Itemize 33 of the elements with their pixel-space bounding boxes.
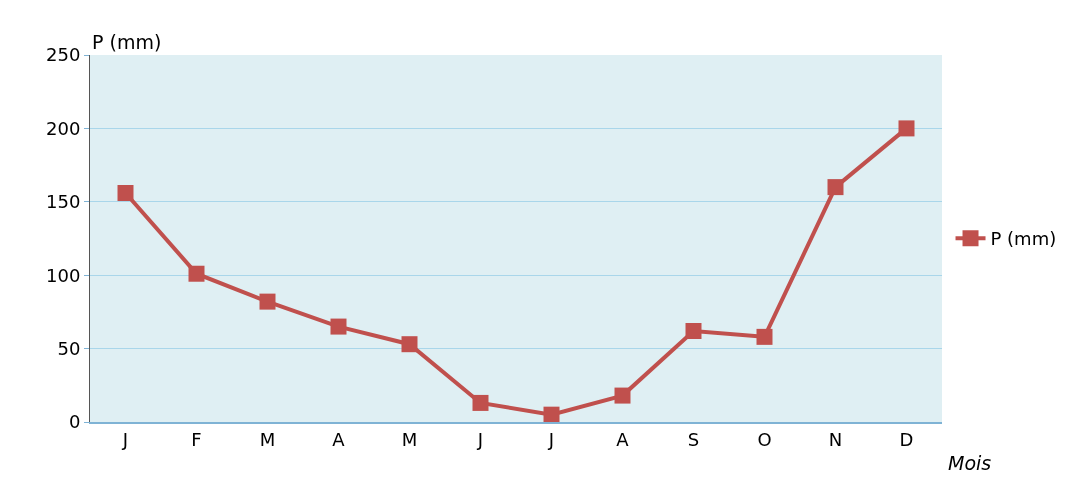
point [898, 120, 915, 137]
y-tick-label: 250 [46, 44, 81, 66]
x-tick-label: M [259, 428, 276, 450]
x-axis-title: Mois [948, 452, 992, 474]
legend-label: P (mm) [990, 228, 1057, 250]
point [685, 322, 702, 339]
point [330, 318, 347, 335]
x-tick-label: N [828, 428, 843, 450]
point [117, 184, 134, 201]
x-tick-label: J [476, 428, 484, 450]
point [756, 328, 773, 345]
point [259, 293, 276, 310]
point [543, 406, 560, 422]
y-tick-label: 150 [46, 191, 81, 213]
y-tick-label: 200 [46, 117, 81, 139]
x-tick-label: J [547, 428, 555, 450]
x-tick-label: F [191, 428, 202, 450]
point [188, 265, 205, 282]
y-axis-title: P (mm) [92, 31, 162, 53]
x-tick-label: A [616, 428, 630, 450]
point [614, 387, 631, 404]
x-tick-label: S [687, 428, 700, 450]
y-tick-label: 50 [57, 337, 81, 359]
point [472, 394, 489, 411]
y-tick-label: 0 [68, 411, 81, 433]
y-tick-label: 100 [46, 264, 81, 286]
point [827, 179, 844, 196]
x-tick-label: J [121, 428, 129, 450]
point [401, 336, 418, 353]
x-tick-label: O [757, 428, 772, 450]
x-tick-label: D [899, 428, 914, 450]
x-tick-label: M [401, 428, 418, 450]
x-tick-label: A [332, 428, 346, 450]
